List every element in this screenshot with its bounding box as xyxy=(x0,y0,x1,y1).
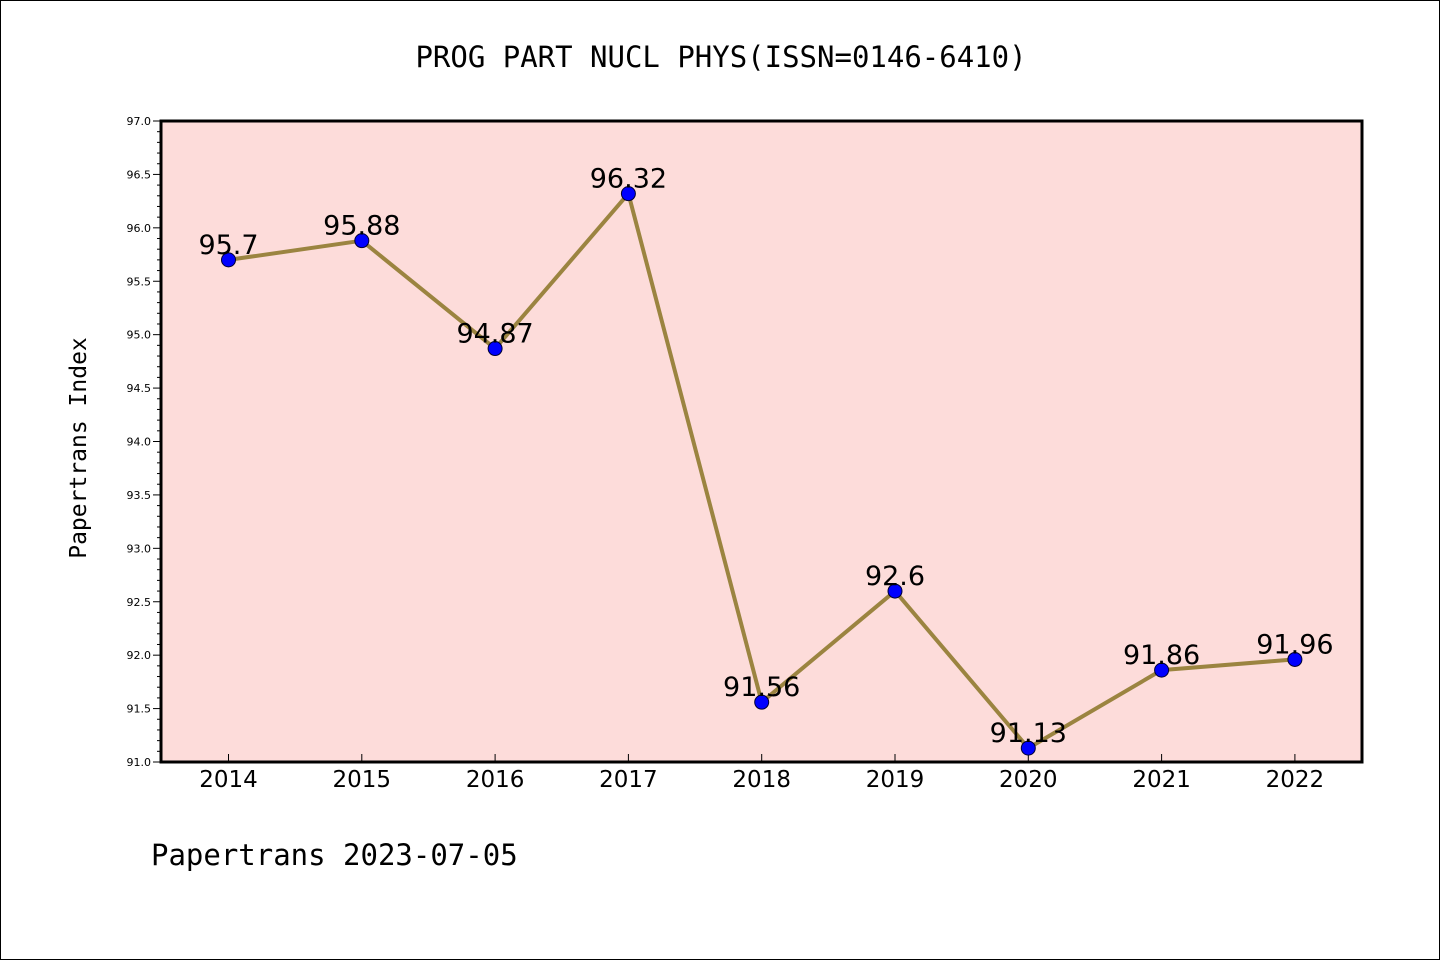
y-tick-label: 91.0 xyxy=(127,756,152,769)
x-tick-label: 2020 xyxy=(999,767,1058,793)
y-axis: 91.0 91.5 92.0 92.5 93.0 93.5 94.0 94.5 95.0 95.5… xyxy=(127,115,161,769)
y-tick-label: 95.0 xyxy=(127,329,152,342)
data-point xyxy=(620,186,636,202)
data-labels: 95.7 95.88 94.87 96.32 91.56 92.6 91.13 91.86 91… xyxy=(198,164,1333,749)
y-tick-label: 96.0 xyxy=(127,222,152,235)
y-tick-label: 96.5 xyxy=(127,168,152,181)
data-point xyxy=(221,252,236,268)
x-tick-label: 2015 xyxy=(333,767,392,793)
x-axis: 2014 2015 2016 2017 2018 2019 2020 2021 2022 xyxy=(199,754,1324,793)
data-point xyxy=(1287,651,1303,667)
x-tick-label: 2022 xyxy=(1266,767,1325,793)
x-tick-label: 2018 xyxy=(732,767,791,793)
plot-area xyxy=(159,119,1364,764)
chart-title: PROG PART NUCL PHYS(ISSN=0146-6410) xyxy=(415,40,1026,74)
data-point xyxy=(1020,740,1036,756)
data-label: 96.32 xyxy=(590,164,667,195)
y-tick-label: 93.5 xyxy=(127,489,152,502)
x-tick-label: 2017 xyxy=(599,767,658,793)
footer-text: Papertrans 2023-07-05 xyxy=(151,838,518,872)
data-label: 91.56 xyxy=(723,672,800,703)
y-axis-label: Papertrans Index xyxy=(66,337,92,559)
data-label: 91.96 xyxy=(1256,629,1333,660)
data-label: 95.7 xyxy=(198,230,258,261)
data-point xyxy=(1154,662,1170,678)
data-point xyxy=(487,341,503,357)
data-label: 92.6 xyxy=(865,561,925,592)
data-point xyxy=(754,694,770,710)
data-point xyxy=(887,583,903,599)
y-tick-label: 92.0 xyxy=(127,649,152,662)
y-tick-label: 97.0 xyxy=(127,115,152,128)
x-tick-label: 2014 xyxy=(199,767,258,793)
data-label: 95.88 xyxy=(323,211,400,242)
y-tick-label: 94.5 xyxy=(127,382,152,395)
x-tick-label: 2021 xyxy=(1132,767,1191,793)
y-tick-label: 95.5 xyxy=(127,275,152,288)
y-tick-label: 94.0 xyxy=(127,436,152,449)
y-tick-label: 93.0 xyxy=(127,542,152,555)
data-markers xyxy=(221,186,1303,756)
data-label: 94.87 xyxy=(456,319,533,350)
data-label: 91.86 xyxy=(1123,640,1200,671)
x-tick-label: 2016 xyxy=(466,767,525,793)
data-point xyxy=(354,233,370,249)
x-tick-label: 2019 xyxy=(866,767,925,793)
data-label: 91.13 xyxy=(990,718,1067,749)
y-tick-label: 92.5 xyxy=(127,596,152,609)
y-tick-label: 91.5 xyxy=(127,703,152,716)
